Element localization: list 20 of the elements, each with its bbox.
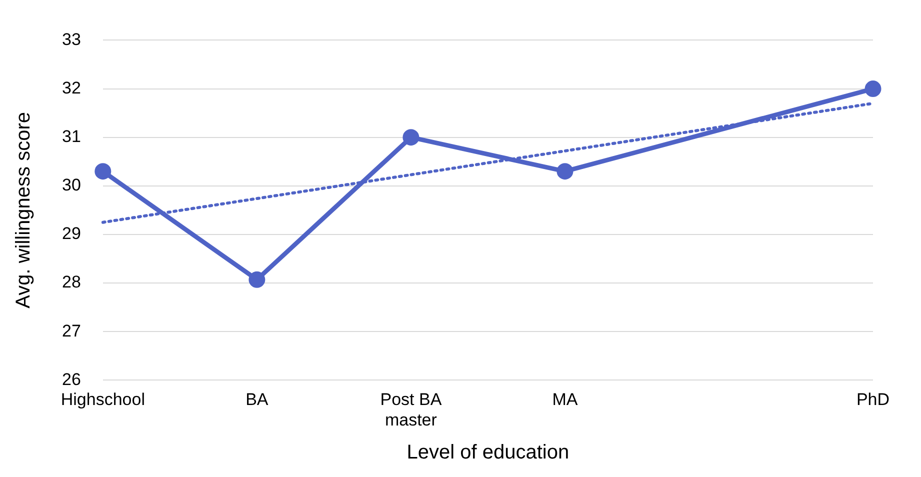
y-tick-label: 32	[62, 78, 81, 98]
x-tick-label: Highschool	[60, 390, 145, 410]
point	[94, 163, 112, 180]
point	[556, 163, 574, 180]
x-axis-title: Level of education	[406, 442, 570, 464]
point	[402, 129, 420, 146]
x-tick-label: Post BA master	[380, 390, 442, 430]
y-tick-label: 33	[62, 30, 81, 49]
x-tick-label: MA	[552, 390, 578, 410]
y-tick-label: 29	[62, 224, 81, 244]
y-tick-label: 30	[62, 176, 81, 195]
y-tick-label: 26	[62, 370, 81, 389]
x-tick-label: BA	[246, 390, 269, 410]
point	[864, 80, 882, 98]
point	[248, 271, 266, 288]
y-tick-label: 31	[62, 127, 81, 146]
y-axis-title: Avg. willingness score	[12, 112, 35, 308]
y-tick-label: 27	[62, 321, 81, 340]
x-tick-label: PhD	[856, 390, 890, 410]
y-tick-label: 28	[62, 272, 81, 292]
